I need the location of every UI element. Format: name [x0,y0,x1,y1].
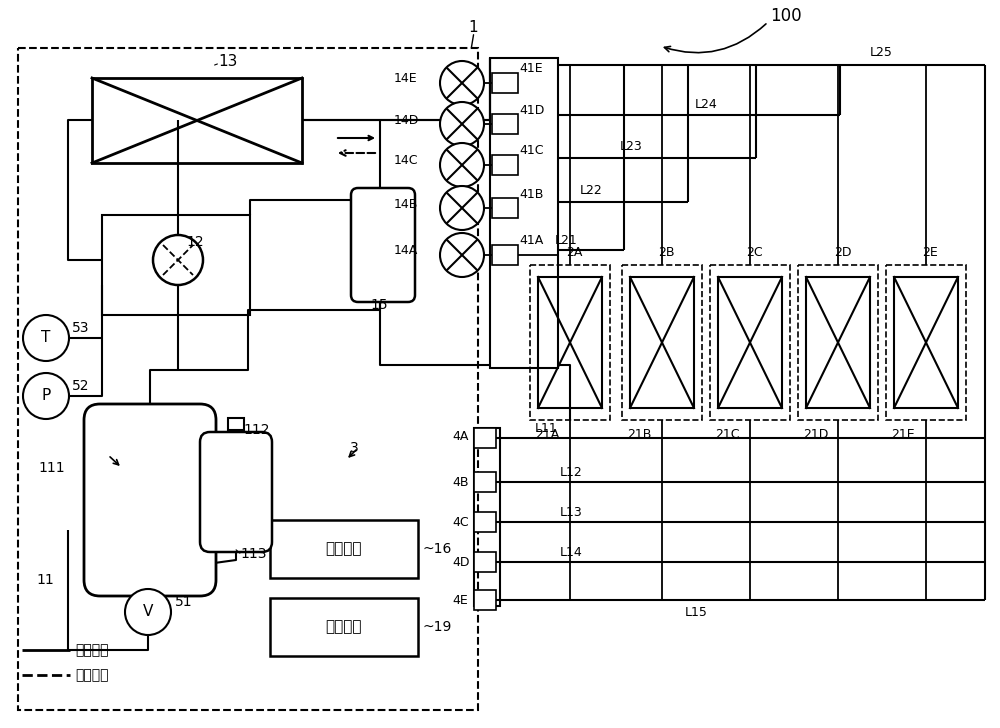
Bar [492,155,518,175]
Bar [474,428,500,606]
Text: 21B: 21B [627,429,651,441]
Text: L14: L14 [560,545,583,558]
Text: 100: 100 [770,7,802,25]
Circle shape [440,143,484,187]
Bar [798,265,878,420]
Bar [474,552,496,572]
Text: 21D: 21D [803,429,828,441]
Text: L12: L12 [560,465,583,478]
Circle shape [440,61,484,105]
Text: 13: 13 [218,55,237,69]
Text: 2E: 2E [922,247,938,259]
Bar [490,58,558,368]
Text: 制冷运转: 制冷运转 [75,643,108,657]
Bar [710,265,790,420]
Text: 4A: 4A [452,430,468,443]
Bar [474,428,496,448]
Bar [270,520,418,578]
Text: 41B: 41B [519,188,543,200]
Text: 52: 52 [72,379,90,393]
Text: 41D: 41D [519,103,544,116]
Bar [718,277,782,408]
Text: 21A: 21A [535,429,559,441]
Circle shape [23,315,69,361]
Text: L11: L11 [535,422,558,435]
FancyBboxPatch shape [84,404,216,596]
Bar [492,245,518,265]
Bar [474,590,496,610]
Bar [492,73,518,93]
Text: 14A: 14A [394,245,418,258]
Text: 4C: 4C [452,515,469,529]
Text: L15: L15 [685,606,708,619]
Bar [92,78,302,163]
Text: 制热运转: 制热运转 [75,668,108,682]
Bar [886,265,966,420]
Text: 14D: 14D [394,114,419,127]
Text: L25: L25 [870,47,893,60]
Text: 通信装置: 通信装置 [326,620,362,635]
Text: 51: 51 [175,595,193,609]
Text: T: T [41,331,51,346]
Text: 41E: 41E [519,63,543,76]
Bar [530,265,610,420]
Text: L23: L23 [620,140,643,152]
Text: 41C: 41C [519,144,544,157]
Text: L21: L21 [555,234,578,247]
Bar [102,215,250,315]
Text: 111: 111 [38,461,65,475]
Text: L22: L22 [580,184,603,197]
Text: 2C: 2C [746,247,763,259]
Text: L13: L13 [560,505,583,518]
Text: ~16: ~16 [422,542,451,556]
Bar [894,277,958,408]
Text: 11: 11 [36,573,54,587]
Text: 12: 12 [186,235,204,249]
Text: 41A: 41A [519,234,543,248]
Text: 4E: 4E [452,593,468,606]
Bar [474,472,496,492]
Bar [622,265,702,420]
Text: 14E: 14E [394,73,418,85]
Text: 14B: 14B [394,197,418,210]
Circle shape [125,589,171,635]
Text: 21C: 21C [715,429,740,441]
Bar [228,418,244,430]
Text: P: P [41,389,51,403]
Circle shape [440,233,484,277]
Text: 2A: 2A [566,247,582,259]
Bar [270,598,418,656]
Text: 4D: 4D [452,555,470,569]
Text: L24: L24 [695,98,718,111]
Text: 14C: 14C [394,154,418,167]
Text: 3: 3 [350,441,359,455]
Text: 112: 112 [243,423,270,437]
Text: 2B: 2B [658,247,674,259]
Circle shape [440,186,484,230]
Text: V: V [143,604,153,620]
Text: 1: 1 [468,20,478,36]
Circle shape [440,102,484,146]
Text: 15: 15 [370,298,388,312]
Text: 53: 53 [72,321,90,335]
FancyBboxPatch shape [351,188,415,302]
Circle shape [153,235,203,285]
Bar [18,48,478,710]
Bar [806,277,870,408]
Bar [538,277,602,408]
Circle shape [23,373,69,419]
Text: ~19: ~19 [422,620,451,634]
FancyBboxPatch shape [200,432,272,552]
Bar [474,512,496,532]
Text: 2D: 2D [834,247,852,259]
Text: 113: 113 [240,547,266,561]
Text: 21E: 21E [891,429,915,441]
Text: 控制装置: 控制装置 [326,542,362,556]
Bar [492,198,518,218]
Bar [492,114,518,134]
Bar [630,277,694,408]
Text: 4B: 4B [452,475,468,488]
